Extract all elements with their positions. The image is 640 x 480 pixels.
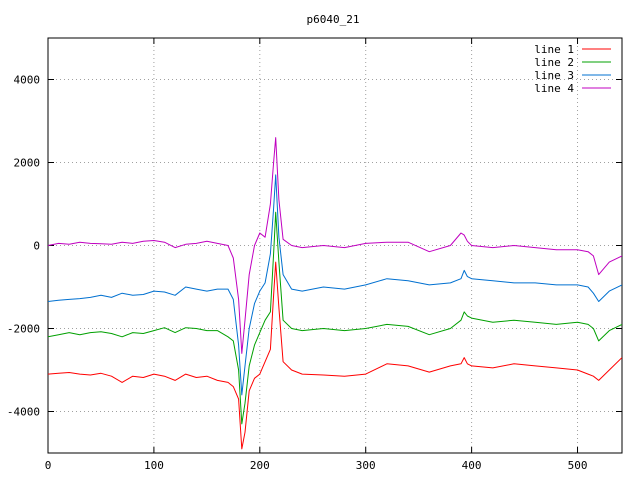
- x-tick-label: 300: [356, 459, 376, 472]
- series-lines: [48, 137, 622, 450]
- x-tick-label: 500: [568, 459, 588, 472]
- legend-label-4: line 4: [534, 82, 574, 95]
- series-line-3: [48, 174, 622, 396]
- series-line-4: [48, 137, 622, 354]
- plot-area-frame: [47, 37, 623, 454]
- series-line-1: [48, 261, 622, 450]
- grid: [48, 38, 622, 453]
- legend-label-3: line 3: [534, 69, 574, 82]
- x-tick-label: 400: [462, 459, 482, 472]
- y-tick-label: -4000: [7, 406, 40, 419]
- axis-ticks: 0 100 200 300 400 500 -4000 -2000 0 2000 4000: [7, 38, 622, 472]
- legend-label-2: line 2: [534, 56, 574, 69]
- chart-title: p6040_21: [307, 13, 360, 26]
- y-tick-label: 4000: [14, 74, 41, 87]
- y-tick-label: 2000: [14, 157, 41, 170]
- x-tick-label: 200: [250, 459, 270, 472]
- y-tick-label: 0: [33, 240, 40, 253]
- series-line-2: [48, 211, 622, 425]
- x-tick-label: 100: [144, 459, 164, 472]
- x-tick-label: 0: [45, 459, 52, 472]
- y-tick-label: -2000: [7, 323, 40, 336]
- legend-label-1: line 1: [534, 43, 574, 56]
